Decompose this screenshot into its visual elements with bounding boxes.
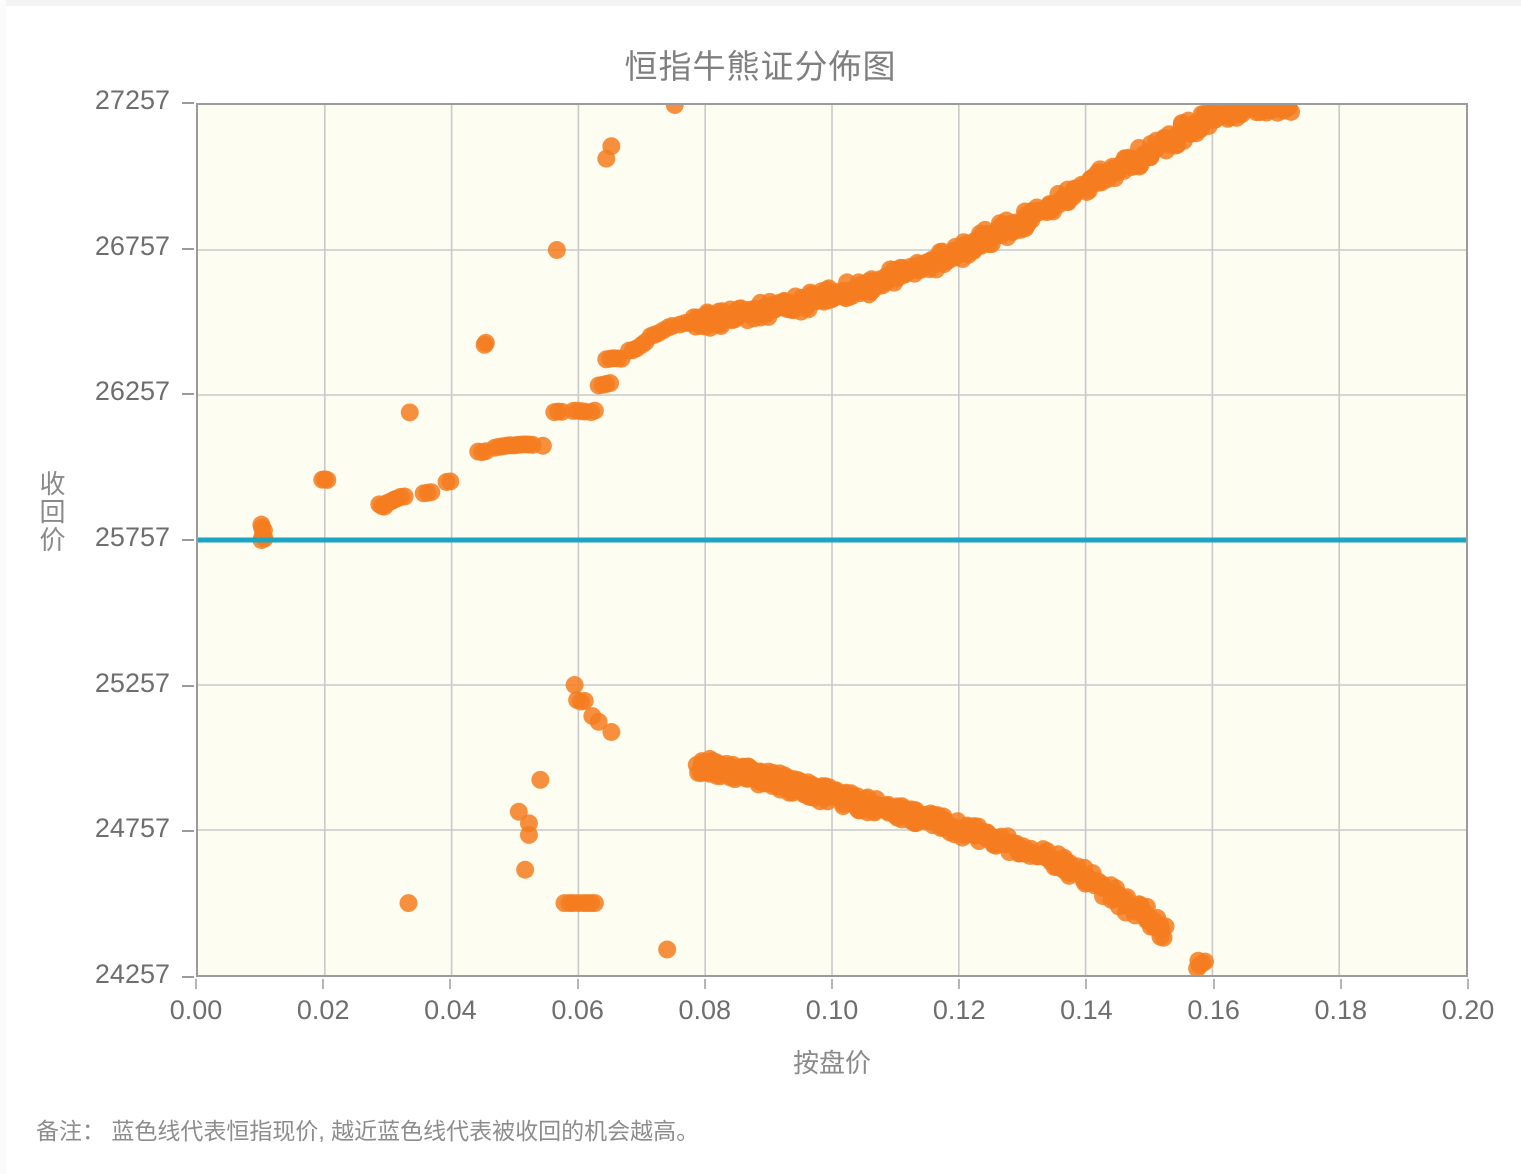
x-axis-tick-label: 0.16	[1187, 995, 1240, 1025]
y-axis-title: 收回价	[36, 470, 66, 554]
x-axis-tick-label: 0.10	[805, 995, 859, 1025]
y-axis-tick-mark	[182, 393, 194, 396]
page-title: 恒指牛熊证分佈图	[624, 48, 897, 85]
x-axis-tick-label: 0.20	[1441, 995, 1495, 1025]
x-axis-tick-label: 0.08	[678, 995, 732, 1025]
x-axis-tick-mark	[1467, 979, 1469, 989]
chart-footnote: 备注： 蓝色线代表恒指现价, 越近蓝色线代表被收回的机会越高。	[36, 1118, 700, 1144]
x-axis-tick-label: 0.14	[1060, 995, 1113, 1025]
x-axis-tick-mark	[1339, 979, 1342, 989]
scatter-plot-svg	[198, 105, 1466, 975]
scatter-series-group	[252, 105, 1301, 975]
x-axis-tick-label: 0.04	[424, 995, 477, 1025]
x-axis-tick-mark	[831, 979, 833, 989]
x-axis-tick-mark	[322, 979, 325, 989]
x-axis-tick-mark	[195, 979, 197, 989]
y-axis-tick-mark	[182, 976, 194, 978]
y-axis-tick-mark	[182, 102, 194, 104]
plot-wrapper	[196, 103, 1468, 977]
y-axis-tick-mark	[182, 684, 194, 687]
x-axis-tick-label: 0.12	[932, 995, 986, 1025]
y-axis-tick-label: 26257	[94, 376, 170, 407]
y-axis-tick-label: 25257	[94, 667, 170, 698]
y-axis-tick-label: 24257	[94, 959, 170, 989]
y-axis-tick-label: 25757	[94, 522, 170, 552]
x-axis-tick-label: 0.00	[169, 995, 223, 1025]
x-axis-tick-mark	[1212, 979, 1215, 989]
y-axis-tick-mark	[182, 539, 194, 541]
x-axis-tick-mark	[576, 979, 579, 989]
x-axis-tick-mark	[958, 979, 961, 989]
x-axis-tick-label: 0.06	[551, 995, 604, 1025]
card-left-edge	[0, 0, 6, 1174]
plot-area	[196, 103, 1468, 977]
y-axis-tick-label: 24757	[94, 813, 170, 844]
y-axis-tick-label: 26757	[94, 230, 170, 261]
x-axis-tick-label: 0.02	[296, 995, 350, 1025]
card-top-edge	[0, 0, 1521, 6]
x-axis-tick-mark	[449, 979, 452, 989]
y-axis-tick-label: 27257	[94, 85, 170, 115]
x-axis-title: 按盘价	[792, 1048, 871, 1078]
y-axis-tick-mark	[182, 247, 194, 250]
y-axis-tick-mark	[182, 830, 194, 833]
x-axis-tick-mark	[703, 979, 706, 989]
x-axis-tick-mark	[1085, 979, 1088, 989]
x-axis-tick-label: 0.18	[1314, 995, 1368, 1025]
